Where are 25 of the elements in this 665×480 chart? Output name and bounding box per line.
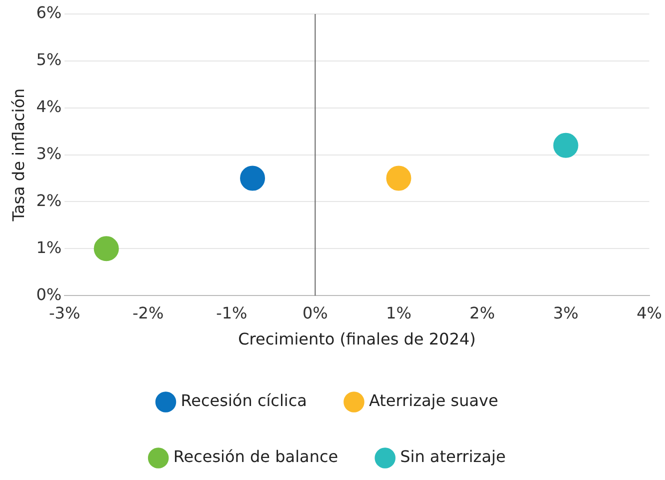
x-tick-label: 0% xyxy=(302,303,328,322)
point xyxy=(94,236,119,262)
x-tick-label: 3% xyxy=(553,303,578,322)
legend-label: Aterrizaje suave xyxy=(368,391,498,410)
y-tick-label: 0% xyxy=(36,284,62,304)
y-tick-label: 1% xyxy=(36,238,62,257)
legend-label: Sin aterrizaje xyxy=(400,447,506,466)
y-tick-label: 5% xyxy=(36,50,62,70)
point xyxy=(553,132,578,158)
y-tick-label: 3% xyxy=(36,144,62,163)
legend-label: Recesión de balance xyxy=(173,447,338,466)
x-tick-label: -1% xyxy=(216,303,248,322)
legend-label: Recesión cíclica xyxy=(180,391,307,410)
x-tick-label: -2% xyxy=(132,303,164,322)
y-tick-label: 6% xyxy=(36,3,62,22)
y-axis-title: Tasa de inflación xyxy=(8,88,28,222)
x-tick-label: 2% xyxy=(470,303,495,322)
point xyxy=(240,166,266,191)
x-axis-title: Crecimiento (finales de 2024) xyxy=(238,330,476,349)
x-tick-label: -3% xyxy=(49,303,80,322)
x-tick-label: 1% xyxy=(386,303,412,322)
y-tick-label: 2% xyxy=(36,190,62,210)
x-tick-label: 4% xyxy=(636,303,662,322)
point xyxy=(386,166,412,191)
y-tick-label: 4% xyxy=(36,97,62,116)
